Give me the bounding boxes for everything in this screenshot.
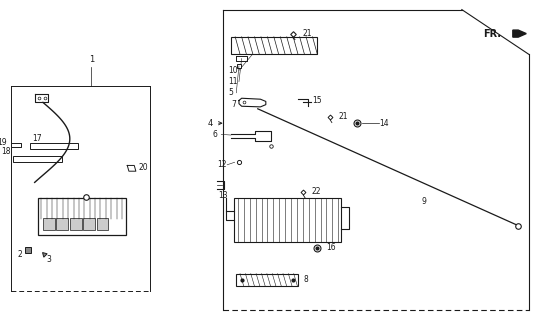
Text: 15: 15 (312, 96, 322, 105)
Bar (236, 274, 298, 286)
Bar (231, 37, 317, 54)
Text: 18: 18 (1, 147, 11, 156)
Text: 19: 19 (0, 138, 6, 147)
Text: 12: 12 (217, 160, 227, 169)
Text: 3: 3 (47, 255, 52, 264)
Text: 9: 9 (422, 197, 426, 206)
Text: 11: 11 (228, 77, 238, 86)
Text: 17: 17 (32, 134, 42, 143)
Text: 6: 6 (212, 130, 217, 139)
Bar (70, 218, 82, 230)
Bar (13, 156, 62, 162)
Text: 1: 1 (89, 55, 94, 64)
Bar (38, 198, 126, 235)
Bar (97, 218, 108, 230)
Text: 2: 2 (18, 250, 22, 259)
Text: 10: 10 (228, 66, 238, 75)
Text: FR.: FR. (483, 28, 502, 39)
FancyArrow shape (513, 30, 526, 37)
Bar (43, 218, 55, 230)
Bar (30, 143, 78, 149)
Text: 13: 13 (219, 191, 228, 200)
Text: 22: 22 (311, 188, 321, 196)
Text: 21: 21 (338, 112, 348, 121)
FancyBboxPatch shape (234, 198, 341, 242)
Text: 5: 5 (228, 88, 233, 97)
Bar (83, 218, 95, 230)
Text: 20: 20 (138, 164, 148, 172)
Text: 4: 4 (208, 119, 222, 128)
Text: 21: 21 (302, 29, 312, 38)
Text: 8: 8 (303, 276, 308, 284)
Bar (56, 218, 68, 230)
Text: 7: 7 (231, 100, 236, 109)
Text: 14: 14 (380, 119, 389, 128)
Text: 16: 16 (326, 244, 336, 252)
